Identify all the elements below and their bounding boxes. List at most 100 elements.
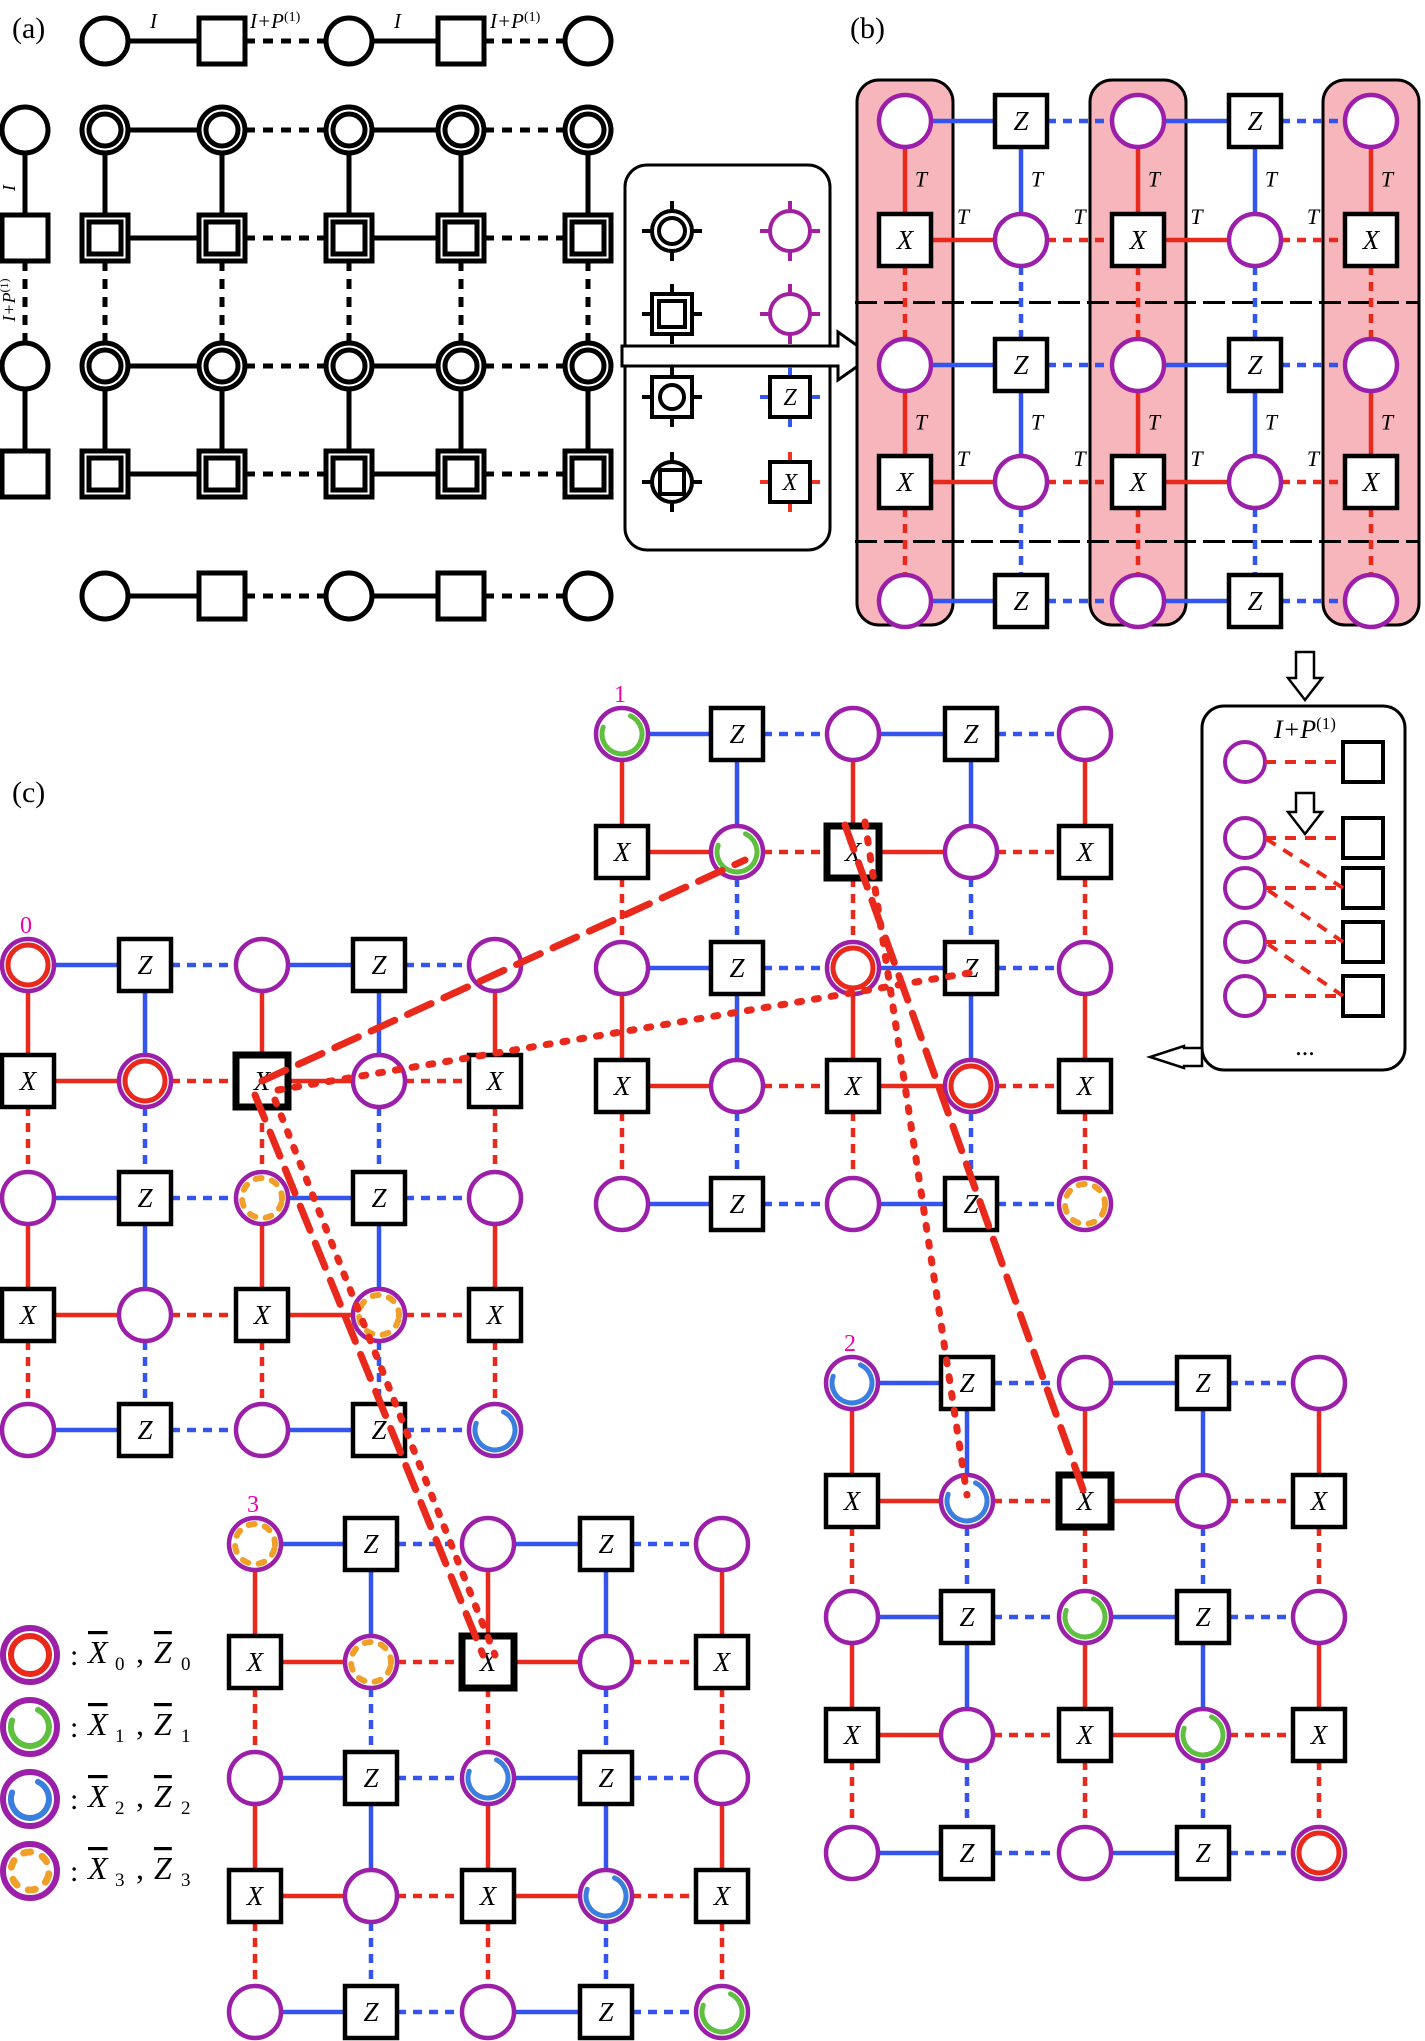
svg-text:Z: Z	[1247, 586, 1263, 616]
svg-text:2: 2	[115, 1798, 125, 1819]
svg-text:Z: Z	[137, 1183, 153, 1213]
svg-text::: :	[70, 1783, 78, 1816]
svg-text:Z: Z	[959, 1602, 975, 1632]
svg-text:0: 0	[20, 913, 32, 939]
svg-text:Z: Z	[598, 1763, 614, 1793]
svg-text:T: T	[1381, 410, 1395, 435]
svg-text:X: X	[896, 225, 915, 255]
svg-text:T: T	[1031, 167, 1045, 192]
svg-text:Z: Z	[959, 1838, 975, 1868]
svg-text:Z: Z	[1195, 1838, 1211, 1868]
svg-text:Z: Z	[154, 1778, 173, 1814]
svg-text:T: T	[1148, 167, 1162, 192]
svg-text:3: 3	[247, 1492, 259, 1518]
svg-text:Z: Z	[1013, 586, 1029, 616]
svg-text::: :	[70, 1855, 78, 1888]
svg-text:X: X	[486, 1300, 505, 1330]
svg-text:,: ,	[136, 1778, 144, 1814]
svg-text:X: X	[1076, 837, 1095, 867]
svg-text:Z: Z	[154, 1706, 173, 1742]
svg-text:T: T	[1073, 204, 1087, 229]
svg-text:T: T	[1381, 167, 1395, 192]
svg-text:Z: Z	[963, 719, 979, 749]
svg-text::: :	[70, 1639, 78, 1672]
svg-text:X: X	[86, 1634, 109, 1670]
svg-text:X: X	[19, 1066, 38, 1096]
svg-text:0: 0	[181, 1654, 191, 1675]
svg-text:Z: Z	[1195, 1368, 1211, 1398]
svg-text:Z: Z	[363, 1763, 379, 1793]
svg-text:T: T	[915, 167, 929, 192]
svg-text:0: 0	[115, 1654, 125, 1675]
svg-text:Z: Z	[598, 1997, 614, 2027]
svg-text:Z: Z	[598, 1529, 614, 1559]
svg-text:X: X	[1310, 1720, 1329, 1750]
svg-text:X: X	[1362, 225, 1381, 255]
svg-text:1: 1	[115, 1726, 125, 1747]
svg-text:Z: Z	[371, 1415, 387, 1445]
svg-text:X: X	[844, 1071, 863, 1101]
svg-text:X: X	[843, 1486, 862, 1516]
svg-text:X: X	[713, 1881, 732, 1911]
svg-text:Z: Z	[729, 953, 745, 983]
svg-text:X: X	[253, 1300, 272, 1330]
svg-text:T: T	[1307, 204, 1321, 229]
svg-text:Z: Z	[371, 1183, 387, 1213]
svg-text:X: X	[613, 837, 632, 867]
svg-text:I: I	[0, 184, 19, 192]
svg-text:X: X	[1129, 467, 1148, 497]
svg-text:X: X	[613, 1071, 632, 1101]
svg-text:2: 2	[181, 1798, 191, 1819]
svg-text:X: X	[86, 1850, 109, 1886]
svg-text:,: ,	[136, 1850, 144, 1886]
svg-text:I: I	[149, 9, 158, 33]
svg-text:X: X	[86, 1778, 109, 1814]
svg-text:Z: Z	[363, 1529, 379, 1559]
svg-text:Z: Z	[154, 1634, 173, 1670]
svg-text:X: X	[1362, 467, 1381, 497]
svg-text:T: T	[1265, 167, 1279, 192]
svg-text:X: X	[1129, 225, 1148, 255]
svg-text:1: 1	[614, 682, 626, 708]
svg-text:X: X	[896, 467, 915, 497]
svg-text:T: T	[1190, 204, 1204, 229]
svg-text:Z: Z	[783, 385, 797, 411]
svg-text:T: T	[957, 446, 971, 471]
svg-text:X: X	[1076, 1720, 1095, 1750]
svg-text:Z: Z	[363, 1997, 379, 2027]
svg-text:X: X	[782, 470, 799, 496]
svg-text:,: ,	[136, 1706, 144, 1742]
svg-text:...: ...	[1295, 1032, 1315, 1061]
svg-text:,: ,	[136, 1634, 144, 1670]
svg-text:T: T	[915, 410, 929, 435]
svg-text:T: T	[1190, 446, 1204, 471]
svg-text:T: T	[1265, 410, 1279, 435]
svg-text:Z: Z	[963, 953, 979, 983]
svg-text:3: 3	[115, 1870, 125, 1891]
svg-text:Z: Z	[1195, 1602, 1211, 1632]
svg-text:X: X	[246, 1647, 265, 1677]
svg-text:X: X	[246, 1881, 265, 1911]
svg-text:(a): (a)	[12, 12, 45, 45]
svg-text:Z: Z	[1013, 106, 1029, 136]
svg-text:X: X	[713, 1647, 732, 1677]
svg-text:X: X	[1076, 1071, 1095, 1101]
svg-text:Z: Z	[1013, 350, 1029, 380]
svg-text:X: X	[1310, 1486, 1329, 1516]
svg-text:X: X	[479, 1881, 498, 1911]
svg-text:Z: Z	[137, 1415, 153, 1445]
svg-text:1: 1	[181, 1726, 191, 1747]
svg-text:I: I	[393, 9, 402, 33]
svg-text:Z: Z	[154, 1850, 173, 1886]
svg-text::: :	[70, 1711, 78, 1744]
svg-text:Z: Z	[729, 1189, 745, 1219]
svg-text:T: T	[1031, 410, 1045, 435]
svg-text:(c): (c)	[12, 776, 45, 809]
svg-text:T: T	[957, 204, 971, 229]
svg-text:T: T	[1148, 410, 1162, 435]
svg-text:Z: Z	[1247, 350, 1263, 380]
svg-text:X: X	[19, 1300, 38, 1330]
svg-text:2: 2	[844, 1331, 856, 1357]
svg-text:X: X	[843, 1720, 862, 1750]
svg-text:X: X	[86, 1706, 109, 1742]
